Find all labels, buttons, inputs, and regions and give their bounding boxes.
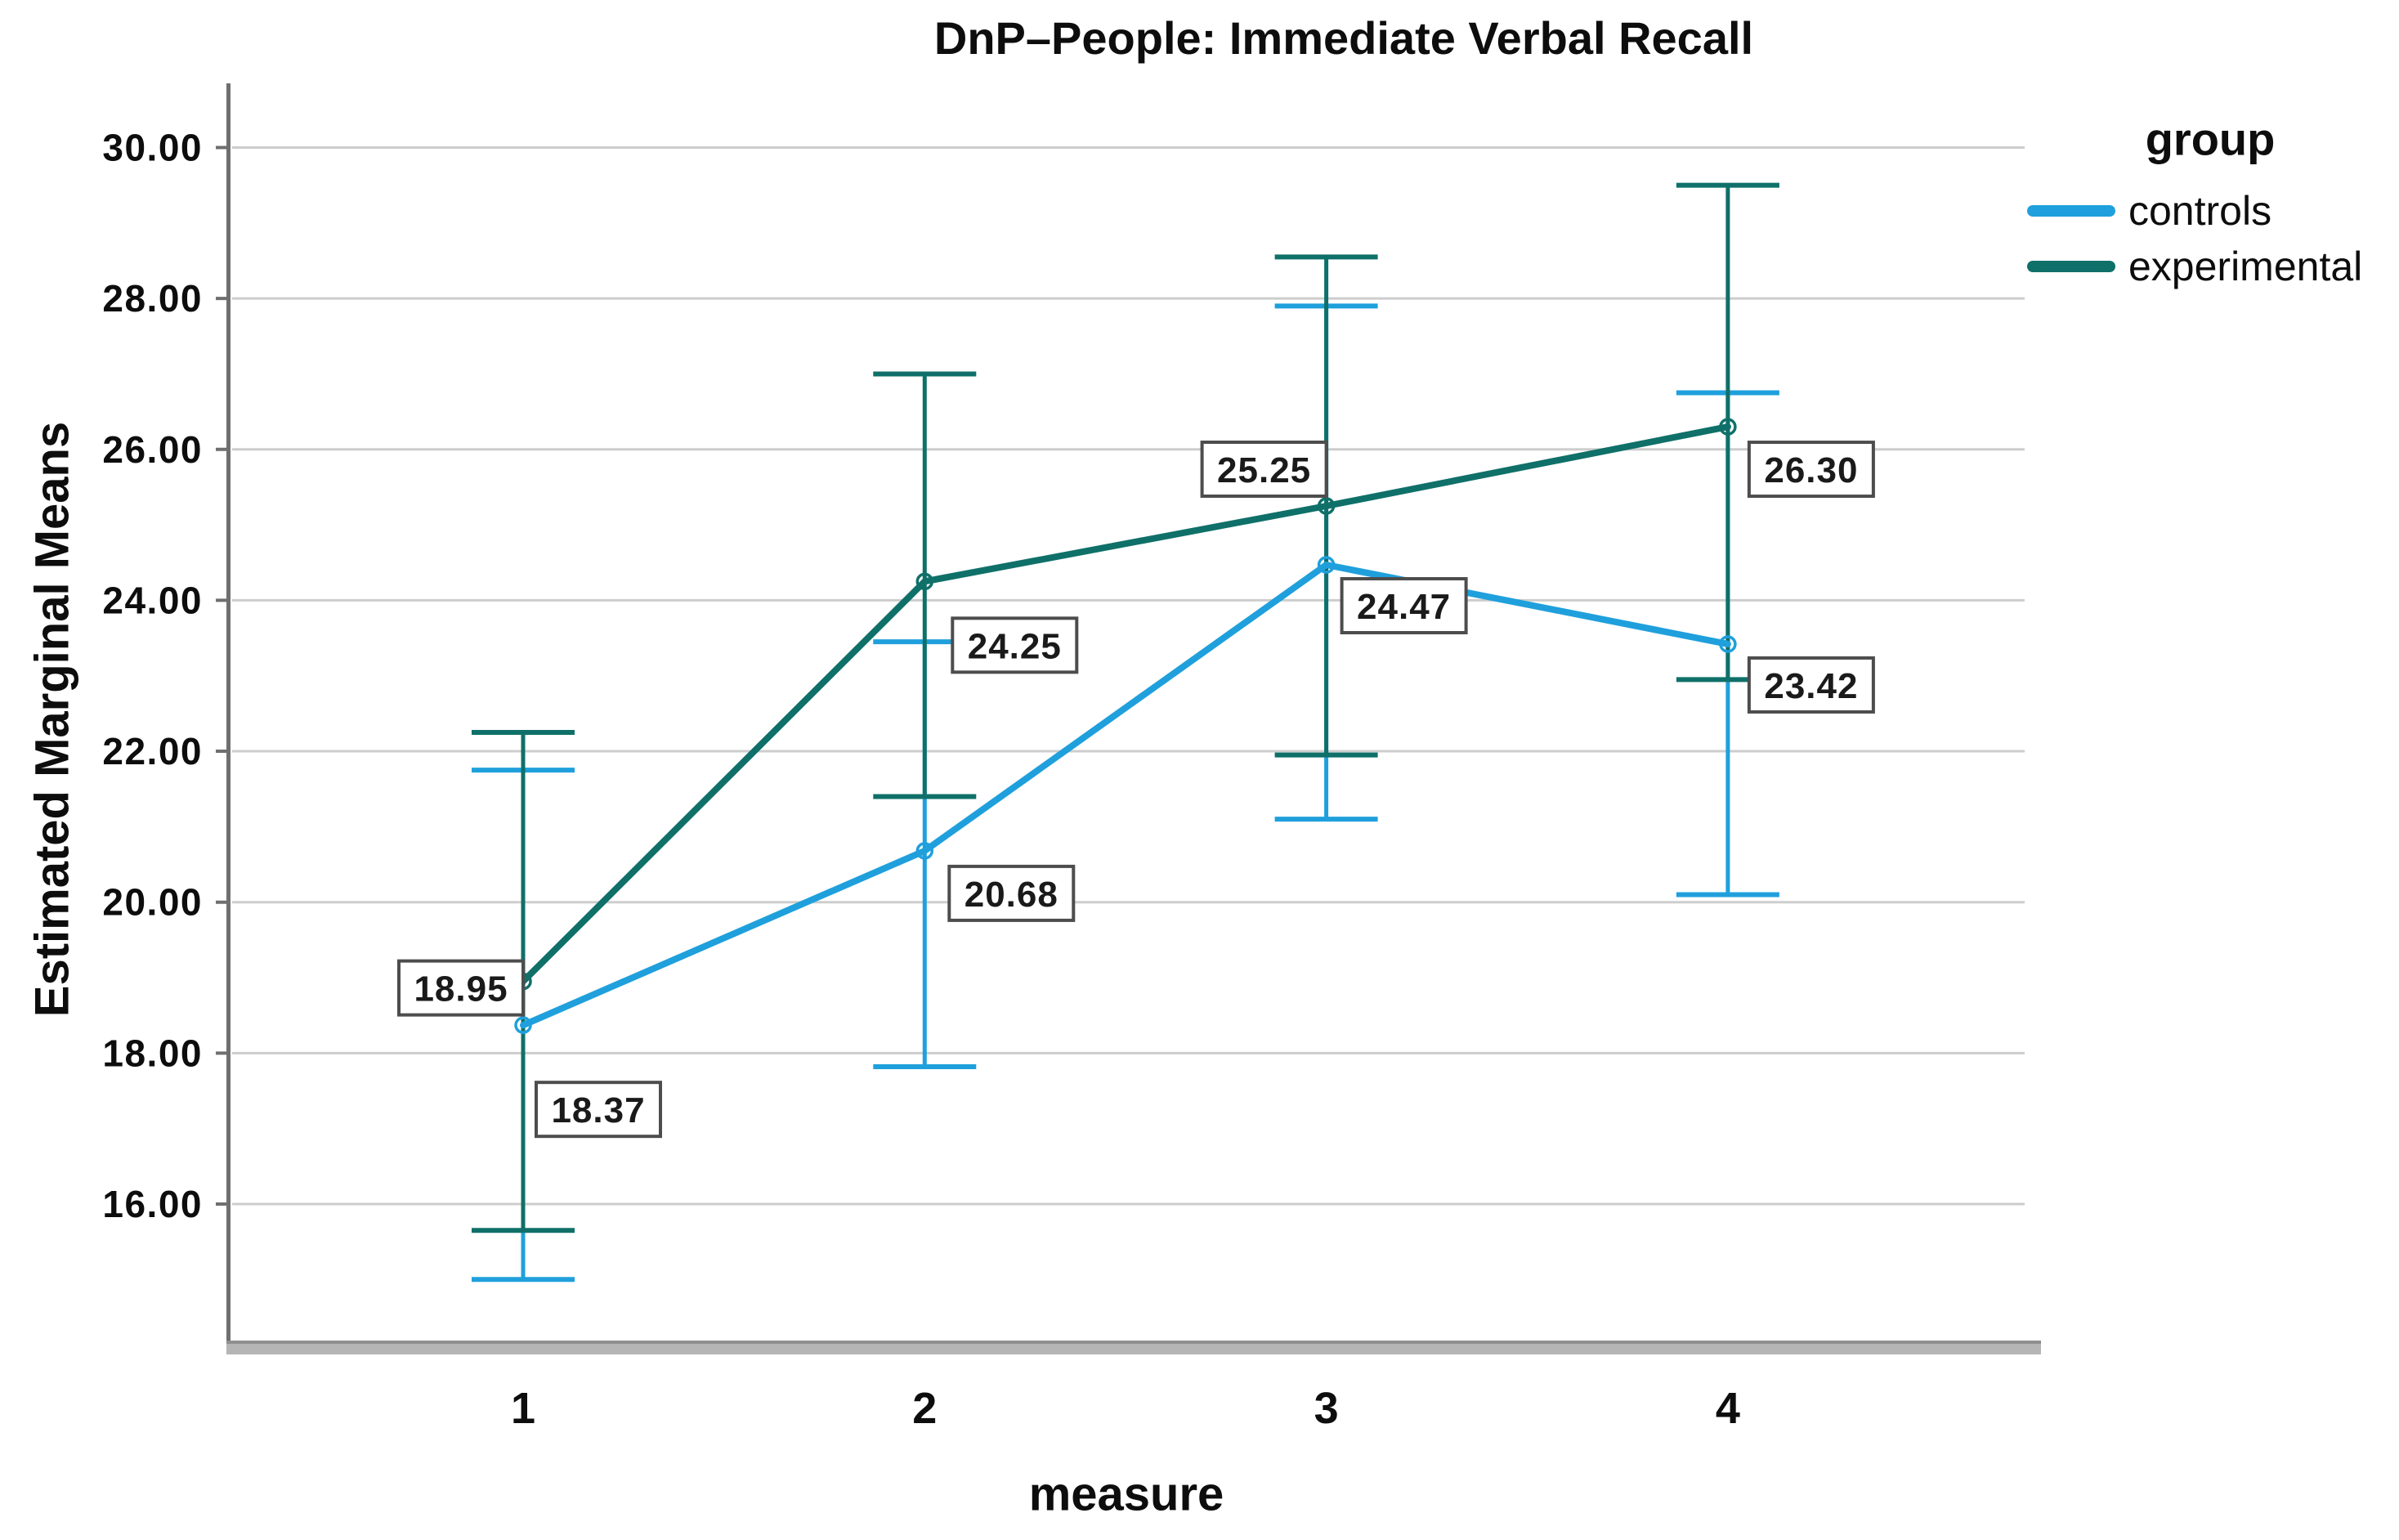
controls-marker [514, 1016, 532, 1034]
experimental-line [520, 423, 1731, 985]
controls-marker [1719, 635, 1737, 653]
x-tick-label: 2 [912, 1384, 937, 1433]
experimental-data-label: 26.30 [1764, 450, 1858, 490]
experimental-data-label: 25.25 [1217, 450, 1311, 490]
experimental-marker [1719, 418, 1737, 436]
controls-line [520, 562, 1731, 1029]
experimental-data-label-box [1200, 441, 1328, 499]
controls-data-label-box [1340, 577, 1468, 635]
y-tick-label: 22.00 [102, 730, 203, 772]
y-tick-label: 20.00 [102, 881, 203, 924]
legend-item-label: experimental [2128, 244, 2363, 289]
experimental-data-label: 18.95 [414, 969, 508, 1010]
experimental-data-label: 24.25 [968, 626, 1062, 666]
legend-title: group [2145, 113, 2276, 165]
legend-item-label: controls [2128, 188, 2272, 234]
legend: controls experimental [2027, 188, 2363, 289]
y-axis-line [226, 83, 231, 1354]
controls-line-swatch [2027, 205, 2115, 217]
experimental-marker [915, 572, 934, 591]
y-tick-label: 18.00 [102, 1032, 203, 1074]
y-tick-label: 28.00 [102, 277, 203, 320]
controls-marker [1317, 556, 1336, 574]
controls-data-label: 20.68 [965, 875, 1059, 915]
legend-item-controls: controls [2027, 188, 2362, 234]
x-tick-label: 3 [1314, 1384, 1339, 1433]
controls-marker [915, 842, 934, 860]
x-tick-label: 1 [511, 1384, 535, 1433]
controls-data-label: 23.42 [1764, 666, 1858, 706]
experimental-data-label-box [951, 616, 1079, 674]
y-tick-label: 24.00 [102, 579, 203, 621]
experimental-marker [1317, 497, 1336, 515]
legend-item-experimental: experimental [2027, 244, 2363, 289]
y-tick-label: 16.00 [102, 1183, 203, 1225]
experimental-data-label-box [1747, 441, 1875, 499]
y-tick-label: 30.00 [102, 126, 203, 168]
experimental-line-swatch [2027, 261, 2115, 272]
chart-title: DnP–People: Immediate Verbal Recall [933, 12, 1754, 64]
experimental-data-label-box [397, 959, 525, 1017]
controls-data-label-box [535, 1081, 662, 1139]
x-tick-label: 4 [1716, 1384, 1740, 1433]
x-axis-band [226, 1344, 2041, 1354]
controls-data-label: 18.37 [551, 1090, 645, 1130]
x-axis-title: measure [1028, 1467, 1224, 1521]
controls-data-label-box [947, 864, 1076, 922]
controls-data-label: 24.47 [1357, 587, 1451, 627]
controls-data-label-box [1747, 656, 1875, 714]
y-tick-label: 26.00 [102, 428, 203, 471]
